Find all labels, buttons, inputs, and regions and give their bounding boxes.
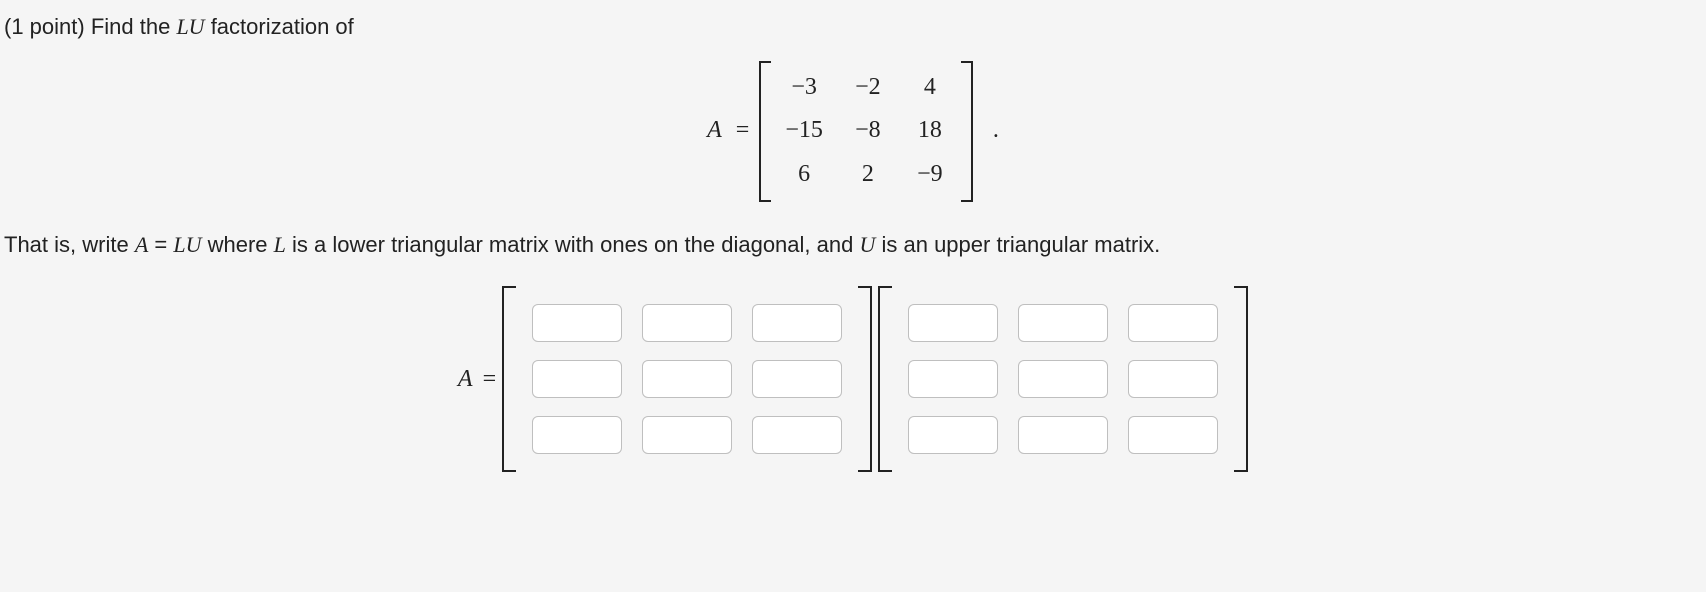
prompt-text-after: factorization of (211, 14, 354, 39)
U-cell-2-0[interactable] (908, 416, 998, 454)
U-cell-1-1[interactable] (1018, 360, 1108, 398)
U-cell-0-0[interactable] (908, 304, 998, 342)
math-LU: LU (176, 14, 204, 39)
bracket-left-icon (502, 286, 516, 472)
matrix-A-grid: −3 −2 4 −15 −8 18 6 2 −9 (771, 61, 961, 202)
L-cell-0-2[interactable] (752, 304, 842, 342)
L-cell-0-1[interactable] (642, 304, 732, 342)
U-cell-0-2[interactable] (1128, 304, 1218, 342)
math-A: A (135, 232, 148, 257)
matrix-cell: −2 (851, 71, 885, 105)
U-cell-2-2[interactable] (1128, 416, 1218, 454)
bracket-left-icon (759, 61, 771, 202)
bracket-right-icon (1234, 286, 1248, 472)
U-cell-0-1[interactable] (1018, 304, 1108, 342)
prompt-line: (1 point) Find the LU factorization of (0, 12, 1706, 61)
points-label: (1 point) (4, 14, 91, 39)
U-input-grid (892, 286, 1234, 472)
desc-text: is an upper triangular matrix. (881, 232, 1160, 257)
answer-row: A = (0, 286, 1706, 472)
L-cell-1-1[interactable] (642, 360, 732, 398)
L-cell-0-0[interactable] (532, 304, 622, 342)
answer-equation: A = (458, 286, 1248, 472)
U-cell-1-0[interactable] (908, 360, 998, 398)
desc-text: That is, write (4, 232, 135, 257)
bracket-right-icon (961, 61, 973, 202)
matrix-A: −3 −2 4 −15 −8 18 6 2 −9 (759, 61, 973, 202)
answer-lhs-A: A (458, 363, 473, 397)
matrix-lhs-A: A (707, 114, 722, 148)
L-cell-2-0[interactable] (532, 416, 622, 454)
L-cell-1-2[interactable] (752, 360, 842, 398)
desc-text: is a lower triangular matrix with ones o… (292, 232, 859, 257)
matrix-cell: −9 (913, 158, 947, 192)
desc-text: where (208, 232, 274, 257)
L-cell-2-2[interactable] (752, 416, 842, 454)
L-input-matrix (502, 286, 872, 472)
matrix-cell: −15 (785, 114, 823, 148)
U-cell-2-1[interactable] (1018, 416, 1108, 454)
answer-equals-sign: = (483, 363, 497, 397)
matrix-cell: 2 (851, 158, 885, 192)
matrix-display-row: A = −3 −2 4 −15 −8 18 6 2 −9 . (0, 61, 1706, 202)
U-cell-1-2[interactable] (1128, 360, 1218, 398)
math-U: U (859, 232, 875, 257)
matrix-cell: 6 (785, 158, 823, 192)
description-line: That is, write A = LU where L is a lower… (0, 202, 1706, 287)
bracket-left-icon (878, 286, 892, 472)
bracket-right-icon (858, 286, 872, 472)
U-input-matrix (878, 286, 1248, 472)
math-LU-2: LU (173, 232, 201, 257)
desc-eq: = (154, 232, 173, 257)
matrix-cell: −3 (785, 71, 823, 105)
L-input-grid (516, 286, 858, 472)
trailing-period: . (993, 114, 999, 148)
math-L: L (274, 232, 286, 257)
equals-sign: = (736, 114, 750, 148)
matrix-cell: −8 (851, 114, 885, 148)
matrix-cell: 4 (913, 71, 947, 105)
prompt-text-before: Find the (91, 14, 177, 39)
matrix-cell: 18 (913, 114, 947, 148)
problem-page: (1 point) Find the LU factorization of A… (0, 0, 1706, 472)
L-cell-2-1[interactable] (642, 416, 732, 454)
matrix-equation: A = −3 −2 4 −15 −8 18 6 2 −9 . (707, 61, 999, 202)
L-cell-1-0[interactable] (532, 360, 622, 398)
